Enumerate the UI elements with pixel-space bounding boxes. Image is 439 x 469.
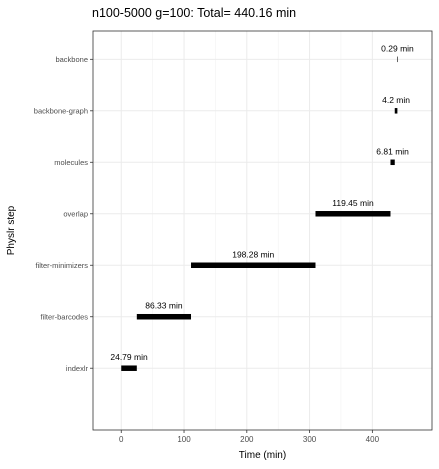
y-axis-ticks: backbone backbone-graph molecules overlap fi… bbox=[34, 55, 93, 373]
x-axis-ticks: 0 100 200 300 400 bbox=[119, 430, 380, 444]
y-tick-label: overlap bbox=[63, 209, 88, 218]
y-tick-label: backbone-graph bbox=[34, 106, 88, 115]
task-bar bbox=[394, 108, 398, 114]
x-tick-label: 300 bbox=[303, 435, 317, 444]
chart-title: n100-5000 g=100: Total= 440.16 min bbox=[92, 6, 296, 20]
task-bar bbox=[191, 262, 316, 269]
x-axis-label: Time (min) bbox=[239, 450, 286, 461]
grid-lines bbox=[93, 31, 432, 430]
task-duration-label: 0.29 min bbox=[381, 43, 414, 53]
y-axis-label: Physlr step bbox=[6, 205, 17, 255]
task-duration-label: 86.33 min bbox=[145, 301, 183, 311]
task-bars bbox=[121, 56, 398, 371]
data-labels: 0.29 min 4.2 min 6.81 min 119.45 min 198.28 … bbox=[110, 43, 414, 362]
task-duration-label: 24.79 min bbox=[110, 352, 148, 362]
y-tick-label: filter-barcodes bbox=[40, 312, 88, 321]
x-tick-label: 200 bbox=[240, 435, 254, 444]
plot-panel bbox=[92, 30, 433, 431]
task-bar bbox=[121, 365, 137, 371]
y-tick-label: molecules bbox=[54, 158, 88, 167]
x-tick-label: 100 bbox=[177, 435, 191, 444]
y-tick-label: filter-minimizers bbox=[36, 261, 89, 270]
task-duration-label: 198.28 min bbox=[232, 249, 274, 259]
task-duration-label: 4.2 min bbox=[382, 95, 410, 105]
task-bar bbox=[397, 56, 398, 63]
task-duration-label: 119.45 min bbox=[332, 198, 374, 208]
x-tick-label: 400 bbox=[366, 435, 380, 444]
task-bar bbox=[390, 159, 395, 166]
y-tick-label: backbone bbox=[55, 55, 88, 64]
task-duration-label: 6.81 min bbox=[376, 146, 409, 156]
task-bar bbox=[136, 313, 192, 320]
x-tick-label: 0 bbox=[119, 435, 124, 444]
task-bar bbox=[315, 211, 391, 217]
y-tick-label: indexlr bbox=[66, 364, 89, 373]
